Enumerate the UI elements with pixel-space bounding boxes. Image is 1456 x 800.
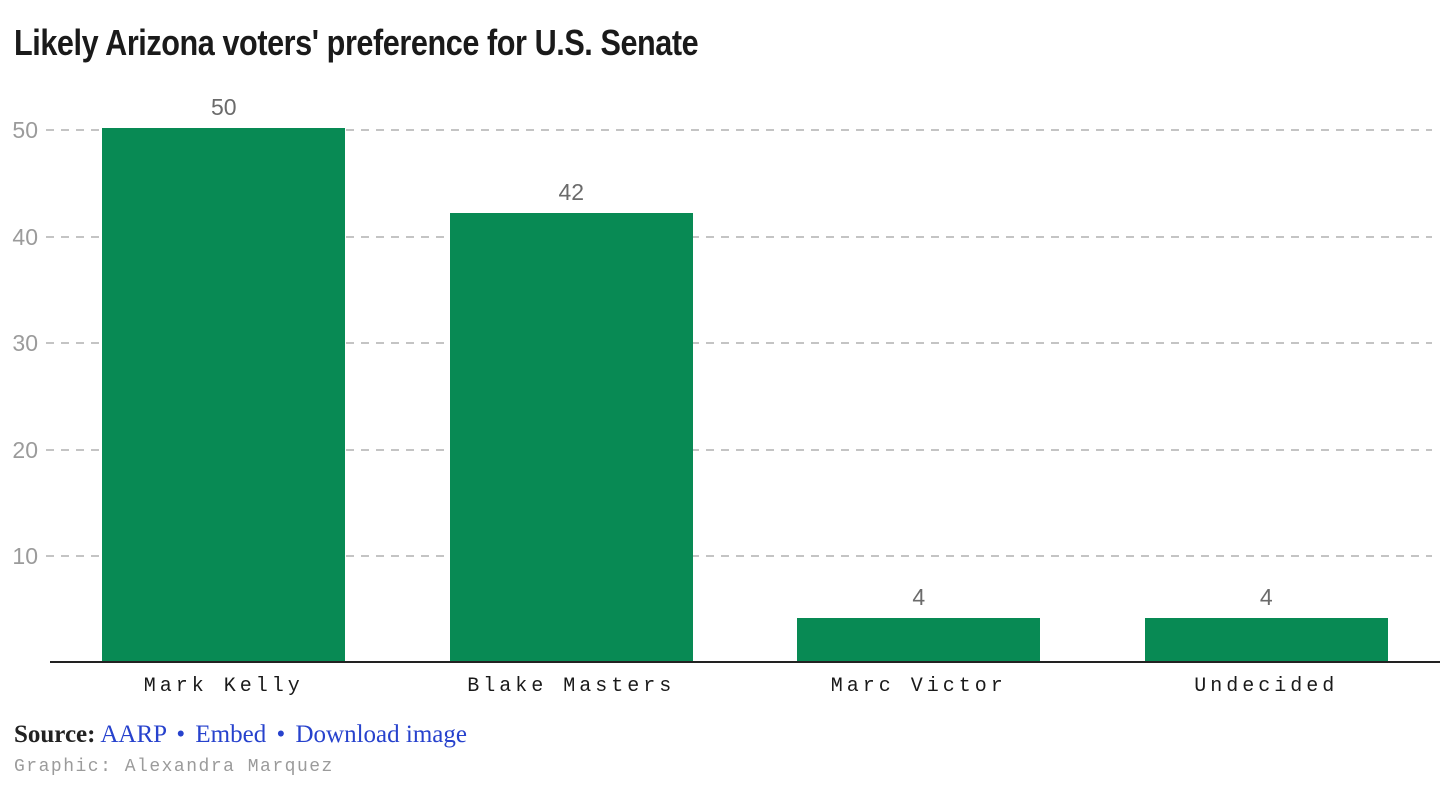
separator-dot: • (176, 721, 186, 748)
chart-band: 4 Marc Victor (745, 130, 1093, 698)
chart-band: 4 Undecided (1093, 130, 1441, 698)
download-image-link[interactable]: Download image (295, 721, 467, 748)
gridline-30 (46, 342, 1432, 345)
plot-area: 50 Mark Kelly 42 Blake Masters 4 Marc Victor 4… (50, 95, 1441, 698)
y-tick-label-10: 10 (12, 543, 38, 570)
source-label: Source: (14, 721, 96, 748)
source-line: Source: AARP • Embed • Download image (14, 720, 467, 750)
separator-dot: • (276, 721, 286, 748)
graphic-credit: Graphic: Alexandra Marquez (14, 757, 334, 777)
y-axis-tick-labels: 50 40 30 20 10 (0, 118, 38, 664)
gridline-40 (46, 235, 1432, 238)
category-label-mark-kelly: Mark Kelly (143, 675, 304, 698)
gridline-50 (46, 129, 1432, 131)
bar-value-label: 42 (558, 179, 585, 206)
chart-title: Likely Arizona voters' preference for U.… (14, 22, 699, 63)
bar-blake-masters (449, 213, 693, 661)
gridlines (46, 129, 1432, 664)
y-tick-label-50: 50 (12, 117, 38, 143)
category-label-blake-masters: Blake Masters (467, 675, 676, 698)
bar-value-label: 4 (1259, 584, 1273, 611)
bar-value-label: 50 (210, 94, 237, 120)
y-tick-label-40: 40 (12, 223, 38, 250)
y-tick-label-20: 20 (12, 436, 38, 463)
chart-band: 50 Mark Kelly (50, 95, 398, 698)
bar-value-label: 4 (912, 584, 926, 611)
gridline-20 (46, 448, 1432, 451)
category-label-undecided: Undecided (1194, 675, 1339, 698)
bar-undecided (1144, 618, 1388, 661)
y-tick-label-30: 30 (12, 330, 38, 357)
source-link-aarp[interactable]: AARP (100, 721, 167, 748)
chart-band: 42 Blake Masters (398, 130, 746, 698)
bar-marc-victor (797, 618, 1041, 661)
bar-mark-kelly (102, 128, 346, 661)
gridline-10 (46, 555, 1432, 558)
category-label-marc-victor: Marc Victor (830, 675, 1007, 698)
embed-link[interactable]: Embed (195, 721, 267, 748)
